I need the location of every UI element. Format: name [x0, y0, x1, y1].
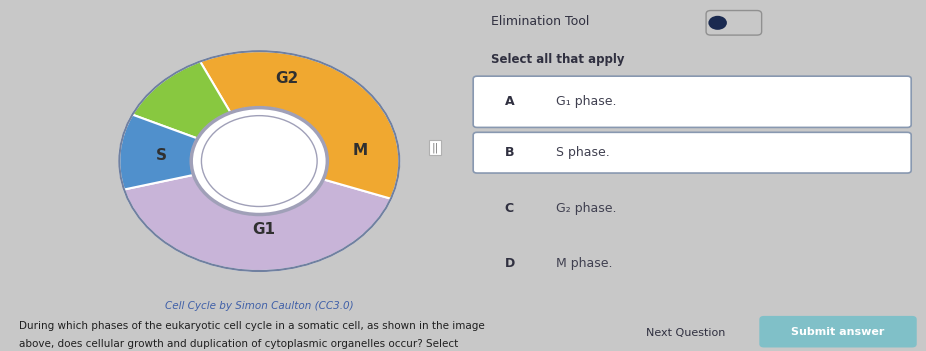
Circle shape: [708, 16, 727, 30]
Text: M: M: [353, 143, 368, 158]
FancyBboxPatch shape: [707, 11, 761, 35]
Text: B: B: [505, 146, 514, 159]
FancyBboxPatch shape: [473, 76, 911, 127]
Text: ||: ||: [432, 142, 439, 153]
Text: G₂ phase.: G₂ phase.: [556, 202, 616, 216]
Text: A: A: [505, 95, 514, 108]
Wedge shape: [132, 61, 231, 139]
Text: G₁ phase.: G₁ phase.: [556, 95, 616, 108]
Text: above, does cellular growth and duplication of cytoplasmic organelles occur? Sel: above, does cellular growth and duplicat…: [19, 339, 457, 349]
Text: During which phases of the eukaryotic cell cycle in a somatic cell, as shown in : During which phases of the eukaryotic ce…: [19, 321, 484, 331]
Text: Cell Cycle by Simon Caulton (CC3.0): Cell Cycle by Simon Caulton (CC3.0): [165, 301, 354, 311]
Text: D: D: [505, 257, 515, 270]
Wedge shape: [200, 51, 399, 199]
Text: Submit answer: Submit answer: [792, 327, 884, 337]
Text: S: S: [156, 148, 167, 163]
Text: C: C: [505, 202, 514, 216]
Wedge shape: [124, 175, 391, 271]
Text: Next Question: Next Question: [645, 329, 725, 338]
FancyBboxPatch shape: [759, 316, 917, 347]
FancyBboxPatch shape: [473, 132, 911, 173]
Text: G2: G2: [276, 71, 299, 86]
Text: M phase.: M phase.: [556, 257, 612, 270]
Text: S phase.: S phase.: [556, 146, 609, 159]
Text: G1: G1: [252, 222, 275, 237]
Wedge shape: [119, 115, 197, 190]
Circle shape: [192, 108, 328, 214]
Text: Select all that apply: Select all that apply: [491, 53, 624, 66]
Text: Elimination Tool: Elimination Tool: [491, 14, 589, 28]
